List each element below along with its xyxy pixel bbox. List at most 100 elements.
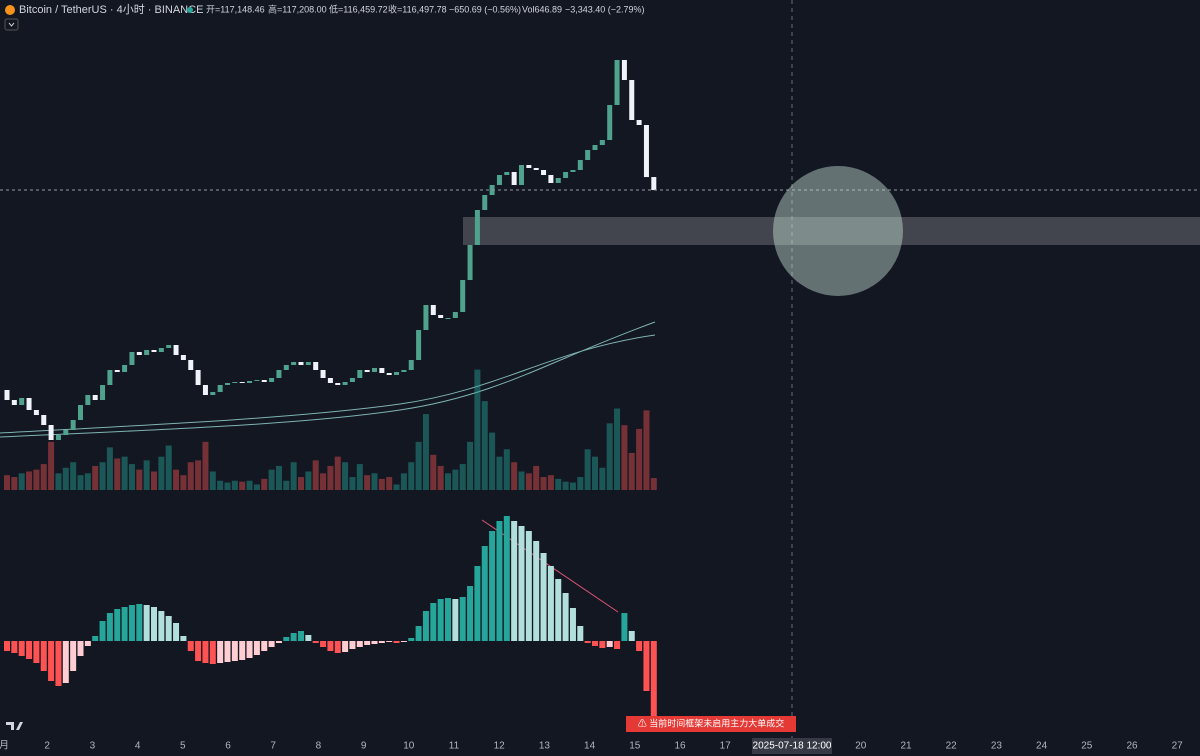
volume-bar <box>92 465 99 490</box>
x-tick-label: 12 <box>494 741 506 752</box>
macd-bar <box>371 641 378 644</box>
volume-bar <box>217 480 224 490</box>
candle-body <box>48 425 54 440</box>
candle-body <box>276 370 282 378</box>
volume-bar <box>562 481 569 490</box>
x-tick-label: 3 <box>90 741 96 752</box>
candle-body <box>291 362 297 365</box>
candle-body <box>114 370 120 372</box>
x-tick-label: 24 <box>1036 741 1048 752</box>
collapse-button[interactable] <box>4 18 19 31</box>
volume-bar <box>283 480 290 490</box>
macd-bar <box>173 623 180 641</box>
candle-body <box>592 145 598 150</box>
volume-bar <box>209 471 216 490</box>
macd-bar <box>467 586 474 641</box>
macd-bar <box>525 531 532 641</box>
candle-body <box>519 165 524 185</box>
macd-bar <box>621 613 628 641</box>
macd-bar <box>592 641 598 646</box>
volume-bar <box>77 475 84 490</box>
macd-bar <box>437 599 444 641</box>
volume-bar <box>261 478 268 490</box>
volume-bar <box>400 473 407 490</box>
volume-bar <box>84 473 91 490</box>
macd-bar <box>261 641 268 651</box>
macd-bar <box>209 641 216 664</box>
volume-bar <box>533 465 540 490</box>
x-axis: 月 2 3 4 5 6 7 8 9 10 11 12 13 14 15 16 17 20 21 22 23 24 25 26 2… <box>0 740 1183 752</box>
volume-bar <box>459 464 466 490</box>
day-change: −3,343.40 (−2.79%) <box>565 4 645 14</box>
macd-bar <box>577 626 584 641</box>
volume-bar <box>364 475 371 490</box>
macd-bar <box>474 566 481 641</box>
volume-bar <box>445 473 451 490</box>
candle-body <box>349 378 355 382</box>
candle-body <box>151 350 157 352</box>
volume-bar <box>268 469 275 490</box>
volume-bar <box>577 477 584 490</box>
macd-bar <box>165 616 172 641</box>
candle-body <box>313 362 319 370</box>
candle-body <box>430 305 436 315</box>
candle-body <box>55 435 61 440</box>
candle-body <box>651 177 657 191</box>
volume-bar <box>584 449 591 490</box>
volume-bar <box>224 482 231 490</box>
x-tick-label: 6 <box>225 741 231 752</box>
x-tick-label: 23 <box>991 741 1003 752</box>
macd-bar <box>151 607 157 641</box>
candle-body <box>210 392 216 395</box>
x-tick-label: 17 <box>720 741 732 752</box>
candle-body <box>423 305 429 330</box>
volume-bar <box>298 477 304 490</box>
symbol: Bitcoin / TetherUS · 4小时 · BINANCE <box>19 3 203 16</box>
ohlc-close: 收=116,497.78 <box>388 3 447 14</box>
candle-body <box>372 368 377 372</box>
macd-bar <box>77 641 84 656</box>
x-tick-label: 月 <box>0 740 9 752</box>
candle-body <box>452 312 458 318</box>
candle-body <box>92 395 98 400</box>
candle-body <box>239 382 245 383</box>
x-tick-label: 9 <box>361 741 367 752</box>
x-tick-label: 26 <box>1126 741 1138 752</box>
macd-bar <box>202 641 209 663</box>
macd-bar <box>290 633 297 641</box>
macd-bar <box>84 641 91 646</box>
candle-body <box>107 370 113 385</box>
volume-bar <box>621 425 628 490</box>
macd-bar <box>518 526 525 641</box>
macd-bar <box>481 546 488 641</box>
macd-bar <box>312 641 319 643</box>
candle-body <box>298 362 304 365</box>
volume-bar <box>305 471 312 490</box>
x-tick-label: 7 <box>270 741 276 752</box>
macd-bar <box>327 641 334 651</box>
x-tick-label: 2 <box>44 741 50 752</box>
candle-body <box>570 170 576 172</box>
macd-bar <box>187 641 194 651</box>
macd-bar <box>99 621 106 641</box>
candle-body <box>63 430 69 435</box>
candle-body <box>232 382 238 383</box>
x-tick-label: 8 <box>316 741 322 752</box>
x-tick-label: 21 <box>900 741 912 752</box>
volume-bar <box>599 467 606 490</box>
chevron-icon <box>8 22 15 27</box>
candle-body <box>202 385 208 395</box>
macd-bar <box>121 607 128 641</box>
alert-text: ⚠ 当前时间框架未启用主力大单成交 <box>638 717 785 728</box>
volume-bar <box>231 480 238 490</box>
volume-bar <box>547 475 554 490</box>
candle-body <box>482 195 488 210</box>
marks <box>0 60 1200 716</box>
x-tick-label: 14 <box>584 741 596 752</box>
volume-bar <box>511 462 518 490</box>
volume-bar <box>467 441 474 490</box>
volume-bar <box>474 369 481 490</box>
volume-bar <box>643 410 650 490</box>
volume-bar <box>121 456 128 490</box>
macd-bar <box>599 641 606 648</box>
